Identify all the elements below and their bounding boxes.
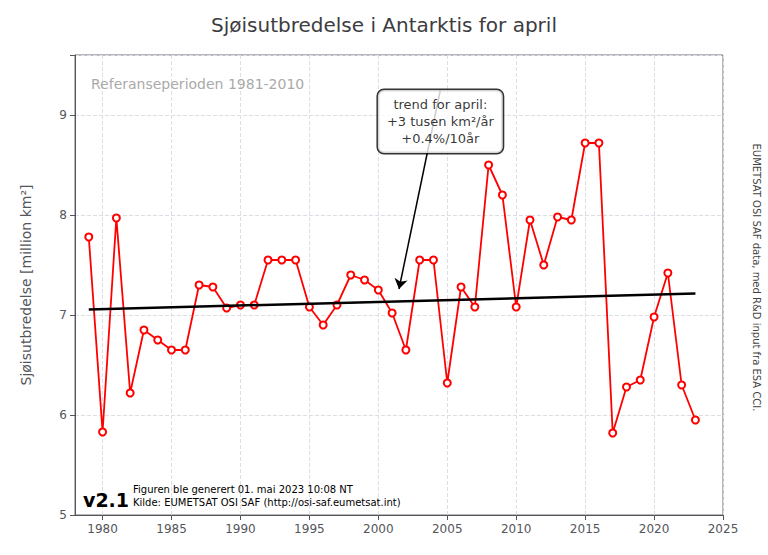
svg-text:EUMETSAT OSI SAF data, med R&D: EUMETSAT OSI SAF data, med R&D input fra… (751, 144, 762, 412)
svg-text:v2.1: v2.1 (83, 489, 129, 511)
svg-text:trend for april:: trend for april: (393, 97, 487, 112)
svg-text:5: 5 (59, 508, 67, 522)
svg-text:2015: 2015 (570, 522, 601, 536)
svg-text:6: 6 (59, 408, 67, 422)
svg-text:Referanseperioden 1981-2010: Referanseperioden 1981-2010 (91, 76, 304, 92)
svg-text:7: 7 (59, 308, 67, 322)
svg-text:2020: 2020 (639, 522, 670, 536)
svg-text:+0.4%/10år: +0.4%/10år (401, 131, 480, 146)
svg-text:Kilde: EUMETSAT OSI SAF (http:: Kilde: EUMETSAT OSI SAF (http://osi-saf.… (133, 497, 401, 508)
svg-text:8: 8 (59, 208, 67, 222)
svg-text:1985: 1985 (156, 522, 187, 536)
svg-text:9: 9 (59, 108, 67, 122)
svg-text:2000: 2000 (363, 522, 394, 536)
svg-text:Figuren ble generert 01. mai 2: Figuren ble generert 01. mai 2023 10:08 … (133, 484, 354, 495)
svg-text:1995: 1995 (294, 522, 325, 536)
svg-text:Sjøisutbredelse [million km²]: Sjøisutbredelse [million km²] (18, 185, 34, 386)
svg-text:+3 tusen km²/år: +3 tusen km²/år (387, 114, 495, 129)
svg-text:2025: 2025 (708, 522, 739, 536)
svg-text:1980: 1980 (87, 522, 118, 536)
svg-text:2005: 2005 (432, 522, 463, 536)
svg-text:2010: 2010 (501, 522, 532, 536)
svg-text:1990: 1990 (225, 522, 256, 536)
svg-text:Sjøisutbredelse i Antarktis fo: Sjøisutbredelse i Antarktis for april (211, 13, 557, 37)
